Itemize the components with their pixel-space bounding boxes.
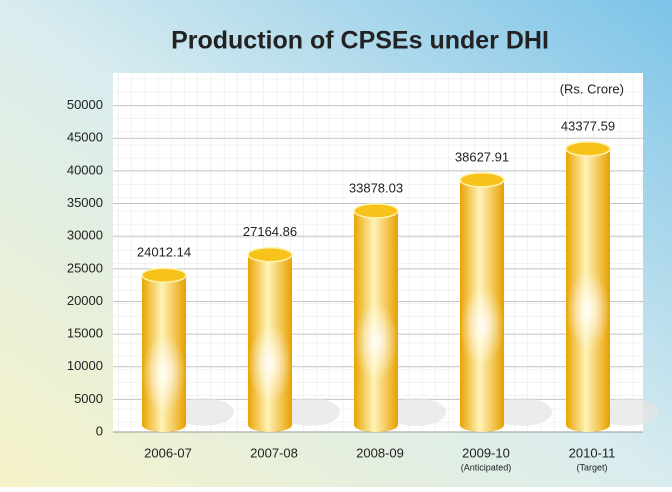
- y-tick-label: 0: [96, 423, 103, 438]
- value-label: 43377.59: [561, 118, 615, 133]
- y-tick-label: 40000: [67, 162, 103, 177]
- bar-glow: [460, 285, 504, 366]
- x-tick-label: 2010-11: [569, 445, 616, 460]
- value-label: 33878.03: [349, 180, 403, 195]
- y-tick-label: 50000: [67, 97, 103, 112]
- bar-glow: [142, 333, 186, 414]
- bar-shadow: [280, 398, 340, 426]
- y-tick-label: 45000: [67, 130, 103, 145]
- bar-shadow: [386, 398, 446, 426]
- x-tick-label: 2008-09: [356, 445, 404, 460]
- chart-title: Production of CPSEs under DHI: [171, 27, 549, 55]
- y-tick-label: 5000: [74, 391, 103, 406]
- value-label: 38627.91: [455, 149, 509, 164]
- x-tick-note: (Target): [576, 462, 607, 472]
- value-label: 27164.86: [243, 224, 297, 239]
- bar-cap: [459, 172, 505, 188]
- y-tick-label: 25000: [67, 260, 103, 275]
- bar-glow: [566, 270, 610, 351]
- y-tick-label: 10000: [67, 358, 103, 373]
- bar-cap: [353, 203, 399, 219]
- bar-shadow: [598, 398, 658, 426]
- bar-glow: [354, 301, 398, 382]
- bar-glow: [248, 323, 292, 404]
- bar-cap: [141, 267, 187, 284]
- x-tick-label: 2006-07: [144, 445, 192, 460]
- value-label: 24012.14: [137, 245, 191, 260]
- bar-cap: [565, 141, 611, 157]
- x-tick-note: (Anticipated): [461, 462, 512, 472]
- unit-note: (Rs. Crore): [560, 81, 624, 96]
- y-tick-label: 20000: [67, 293, 103, 308]
- y-tick-label: 15000: [67, 326, 103, 341]
- x-tick-label: 2007-08: [250, 445, 298, 460]
- y-tick-label: 30000: [67, 228, 103, 243]
- y-tick-label: 35000: [67, 195, 103, 210]
- bar-shadow: [174, 398, 234, 426]
- bar-cap: [247, 246, 293, 263]
- bar-shadow: [492, 398, 552, 426]
- x-tick-label: 2009-10: [462, 445, 510, 460]
